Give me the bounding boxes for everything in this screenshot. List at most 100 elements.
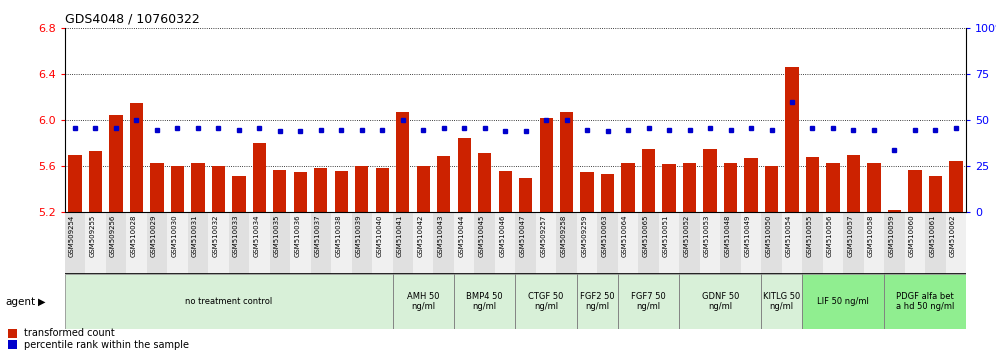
Bar — [212, 166, 225, 212]
Bar — [601, 175, 615, 212]
Text: GSM509255: GSM509255 — [90, 214, 96, 257]
Bar — [823, 212, 844, 274]
Bar — [884, 274, 966, 329]
Bar — [868, 163, 880, 212]
Bar — [129, 103, 143, 212]
Bar — [516, 274, 577, 329]
Bar — [392, 274, 454, 329]
Text: GSM509256: GSM509256 — [110, 214, 116, 257]
Bar — [806, 157, 819, 212]
Bar — [925, 212, 945, 274]
Text: GSM510033: GSM510033 — [233, 214, 239, 257]
Text: GSM510035: GSM510035 — [274, 214, 280, 257]
Text: no treatment control: no treatment control — [185, 297, 272, 306]
Bar — [170, 166, 184, 212]
Text: GSM510059: GSM510059 — [888, 214, 894, 257]
Text: GSM509257: GSM509257 — [540, 214, 546, 257]
Bar — [187, 212, 208, 274]
Text: GSM509254: GSM509254 — [69, 214, 75, 257]
Bar — [679, 274, 761, 329]
Text: GSM510038: GSM510038 — [336, 214, 342, 257]
Bar — [827, 163, 840, 212]
Bar — [356, 166, 369, 212]
Text: GSM510060: GSM510060 — [909, 214, 915, 257]
Bar — [908, 170, 921, 212]
Bar — [352, 212, 373, 274]
Bar — [519, 178, 532, 212]
Bar — [720, 212, 741, 274]
Text: GSM510041: GSM510041 — [396, 214, 402, 257]
Bar — [802, 212, 823, 274]
Bar — [785, 67, 799, 212]
Bar — [191, 163, 204, 212]
Bar — [741, 212, 761, 274]
Bar — [884, 212, 904, 274]
Text: GSM510036: GSM510036 — [295, 214, 301, 257]
Bar — [314, 167, 328, 212]
Text: GSM510055: GSM510055 — [807, 214, 813, 257]
Text: GDNF 50
ng/ml: GDNF 50 ng/ml — [701, 292, 739, 312]
Bar — [126, 212, 146, 274]
Text: GSM510039: GSM510039 — [356, 214, 362, 257]
Bar — [557, 212, 577, 274]
Text: PDGF alfa bet
a hd 50 ng/ml: PDGF alfa bet a hd 50 ng/ml — [896, 292, 954, 312]
Bar — [618, 212, 638, 274]
Bar — [679, 212, 700, 274]
Bar — [208, 212, 229, 274]
Bar — [8, 329, 17, 338]
Text: KITLG 50
ng/ml: KITLG 50 ng/ml — [763, 292, 801, 312]
Bar — [331, 212, 352, 274]
Bar — [253, 143, 266, 212]
Bar — [945, 212, 966, 274]
Bar — [495, 212, 516, 274]
Text: GSM510029: GSM510029 — [151, 214, 157, 257]
Text: GSM510061: GSM510061 — [929, 214, 935, 257]
Bar — [577, 212, 598, 274]
Text: FGF7 50
ng/ml: FGF7 50 ng/ml — [631, 292, 666, 312]
Bar — [375, 167, 388, 212]
Bar — [457, 138, 471, 212]
Text: FGF2 50
ng/ml: FGF2 50 ng/ml — [580, 292, 615, 312]
Bar — [249, 212, 270, 274]
Text: GSM510034: GSM510034 — [253, 214, 259, 257]
Text: transformed count: transformed count — [24, 328, 115, 338]
Bar — [294, 172, 307, 212]
Bar — [273, 170, 287, 212]
Text: GSM510054: GSM510054 — [786, 214, 792, 257]
Bar — [232, 176, 246, 212]
Bar — [540, 118, 553, 212]
Bar — [560, 112, 574, 212]
Bar — [703, 149, 717, 212]
Bar — [454, 274, 516, 329]
Bar — [311, 212, 331, 274]
Bar — [887, 210, 901, 212]
Bar — [270, 212, 290, 274]
Text: GSM510065: GSM510065 — [642, 214, 648, 257]
Text: GSM509259: GSM509259 — [581, 214, 587, 257]
Text: GDS4048 / 10760322: GDS4048 / 10760322 — [65, 13, 199, 26]
Bar — [765, 166, 778, 212]
Bar — [167, 212, 187, 274]
Bar — [8, 340, 17, 349]
Bar — [499, 171, 512, 212]
Bar — [949, 161, 962, 212]
Text: GSM510043: GSM510043 — [437, 214, 444, 257]
Text: GSM510051: GSM510051 — [663, 214, 669, 257]
Text: BMP4 50
ng/ml: BMP4 50 ng/ml — [466, 292, 503, 312]
Bar — [290, 212, 311, 274]
Bar — [478, 153, 491, 212]
Bar — [416, 166, 430, 212]
Bar — [89, 152, 103, 212]
Bar — [598, 212, 618, 274]
Bar — [638, 212, 658, 274]
Text: GSM510042: GSM510042 — [417, 214, 423, 257]
Bar — [622, 163, 634, 212]
Bar — [581, 172, 594, 212]
Text: GSM509258: GSM509258 — [561, 214, 567, 257]
Bar — [761, 212, 782, 274]
Text: GSM510052: GSM510052 — [683, 214, 689, 257]
Bar — [683, 163, 696, 212]
Bar — [229, 212, 249, 274]
Bar — [110, 115, 123, 212]
Text: GSM510047: GSM510047 — [520, 214, 526, 257]
